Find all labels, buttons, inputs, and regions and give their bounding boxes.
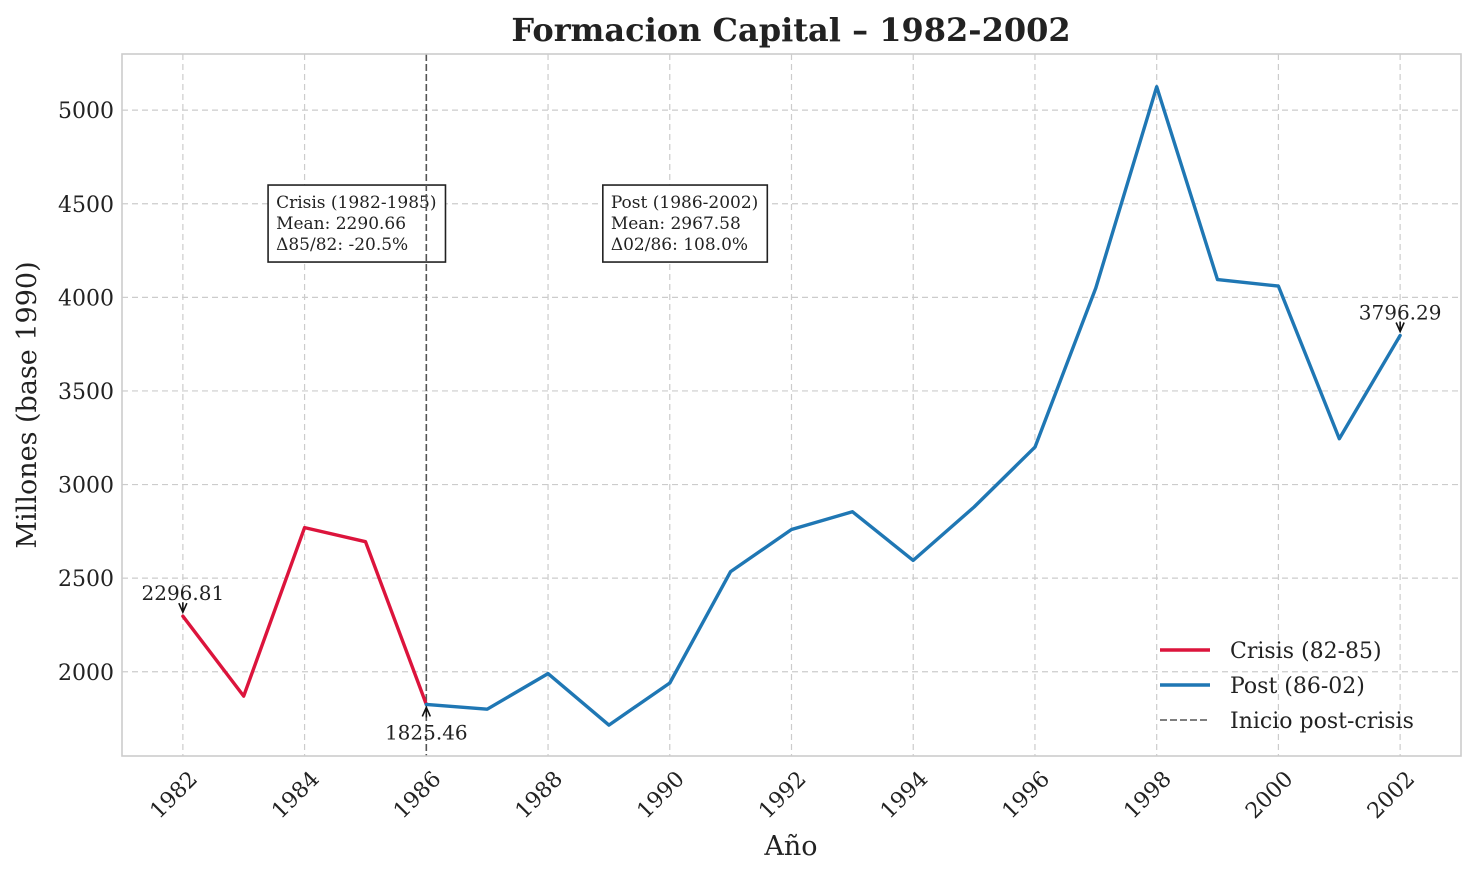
legend: Crisis (82-85) Post (86-02) Inicio post-cr… bbox=[1160, 639, 1414, 734]
series-line bbox=[181, 525, 428, 707]
x-tick-label: 1996 bbox=[998, 767, 1055, 824]
stat-box-line: Crisis (1982-1985) bbox=[276, 193, 436, 213]
stat-box-frame bbox=[602, 184, 769, 263]
stat-box-line: Post (1986-2002) bbox=[611, 193, 758, 213]
legend-label: Inicio post-crisis bbox=[1230, 709, 1414, 734]
y-tick-label: 4500 bbox=[58, 193, 114, 218]
stat-box-line: Mean: 2967.58 bbox=[611, 214, 741, 234]
series-lines bbox=[181, 85, 1402, 727]
plot-border bbox=[121, 53, 1462, 757]
annotation-arrow bbox=[1395, 321, 1405, 334]
grid bbox=[122, 54, 1461, 756]
point-annotation: 2296.81 bbox=[142, 581, 225, 615]
x-tick-label: 1998 bbox=[1119, 767, 1176, 824]
x-tick-label: 1982 bbox=[146, 767, 203, 824]
point-annotation: 1825.46 bbox=[385, 705, 468, 744]
x-tick-label: 1992 bbox=[754, 767, 811, 824]
x-axis-label: Año bbox=[763, 831, 817, 862]
y-tick-label: 5000 bbox=[58, 99, 114, 124]
y-tick-label: 3000 bbox=[58, 474, 114, 499]
series-line bbox=[424, 85, 1402, 727]
x-tick-label: 1994 bbox=[876, 767, 933, 824]
legend-label: Crisis (82-85) bbox=[1230, 639, 1382, 664]
x-tick-label: 2002 bbox=[1363, 767, 1420, 824]
x-tick-label: 1986 bbox=[389, 767, 446, 824]
point-annotation: 3796.29 bbox=[1359, 300, 1442, 334]
point-annotations: 2296.81 1825.46 3796.29 bbox=[142, 300, 1442, 744]
stat-box-line: Δ85/82: -20.5% bbox=[276, 235, 408, 255]
annotation-arrow bbox=[421, 705, 432, 718]
legend-item: Crisis (82-85) bbox=[1160, 639, 1382, 664]
x-tick-label: 2000 bbox=[1241, 767, 1298, 824]
stat-box-line: Δ02/86: 108.0% bbox=[611, 235, 748, 255]
y-tick-label: 3500 bbox=[58, 380, 114, 405]
y-axis-label: Millones (base 1990) bbox=[12, 261, 43, 548]
x-tick-label: 1984 bbox=[267, 767, 324, 824]
y-tick-label: 2000 bbox=[58, 661, 114, 686]
legend-item: Post (86-02) bbox=[1160, 674, 1365, 699]
y-tick-label: 4000 bbox=[58, 286, 114, 311]
annotation-label: 3796.29 bbox=[1359, 300, 1442, 324]
annotation-arrow bbox=[178, 602, 188, 615]
y-tick-label: 2500 bbox=[58, 567, 114, 592]
annotation-label: 2296.81 bbox=[142, 581, 225, 605]
stat-box-frame bbox=[267, 184, 447, 263]
x-tick-label: 1988 bbox=[511, 767, 568, 824]
chart-title: Formacion Capital – 1982-2002 bbox=[511, 11, 1070, 49]
legend-item: Inicio post-crisis bbox=[1160, 709, 1414, 734]
plot-frame bbox=[121, 53, 1462, 757]
stat-box-line: Mean: 2290.66 bbox=[276, 214, 406, 234]
x-tick-label: 1990 bbox=[633, 767, 690, 824]
annotation-label: 1825.46 bbox=[385, 720, 468, 744]
legend-label: Post (86-02) bbox=[1230, 674, 1365, 699]
